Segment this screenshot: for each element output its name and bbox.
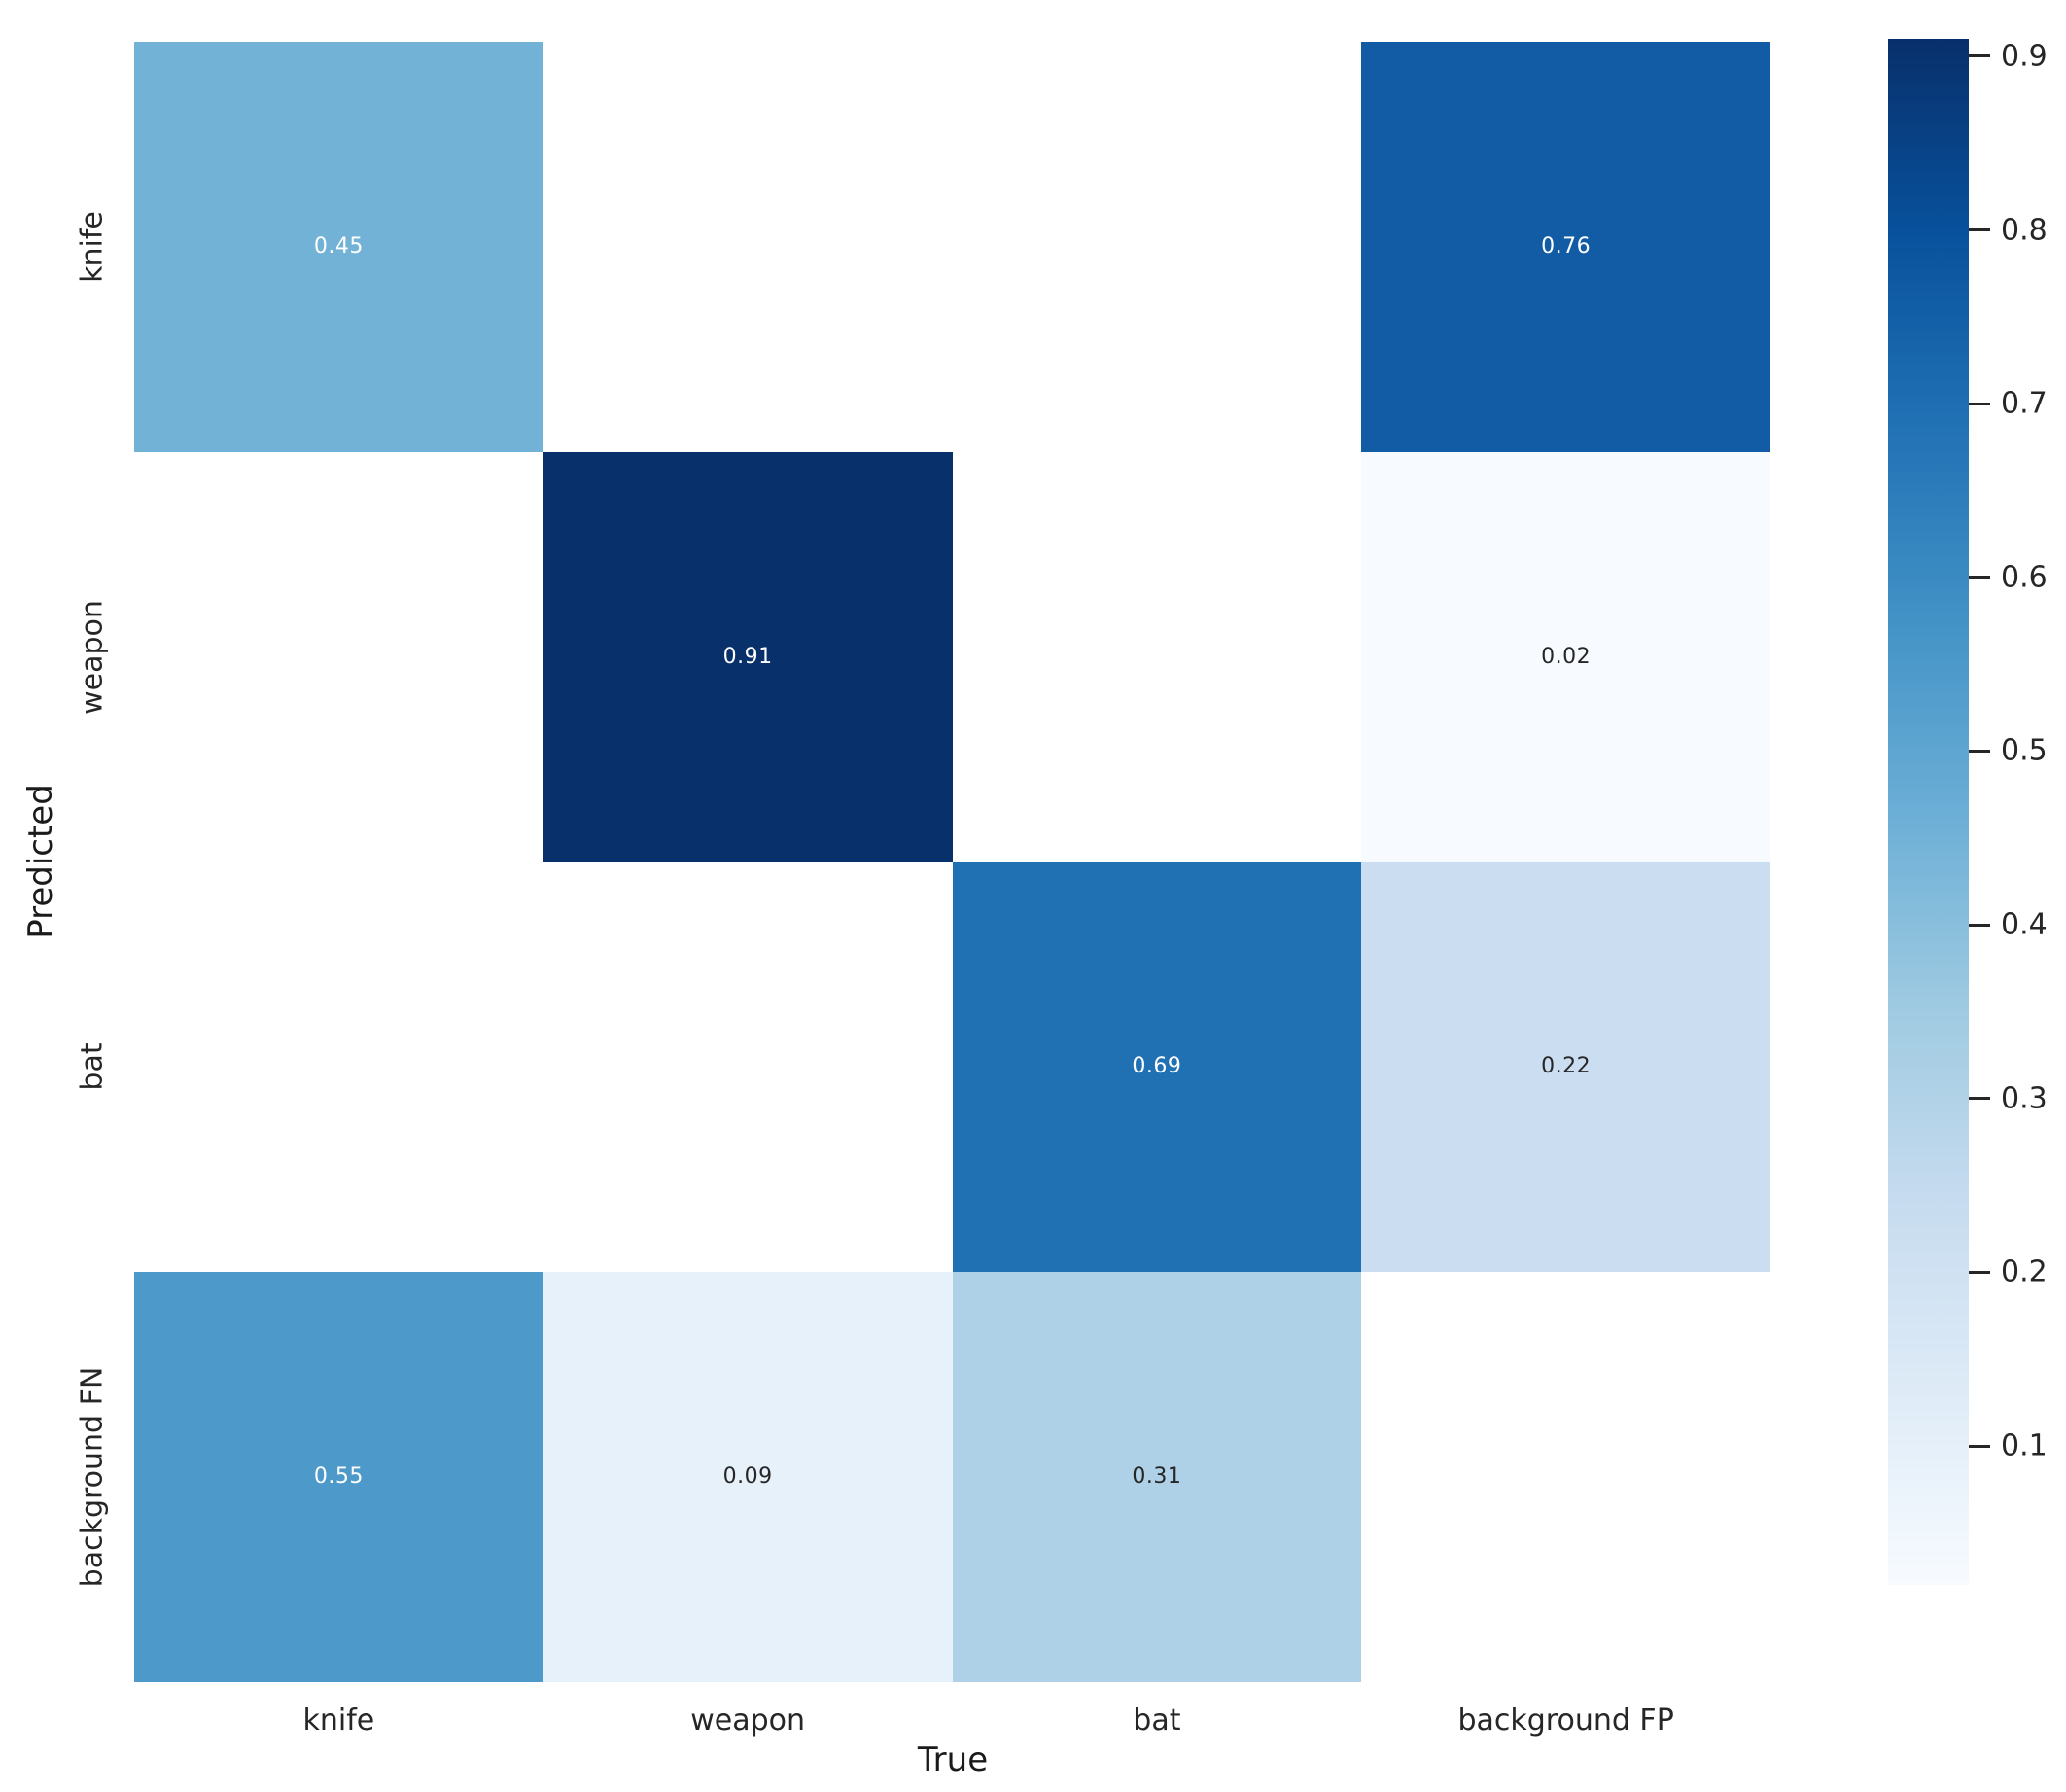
x-tick-label: knife — [302, 1704, 375, 1738]
cell-annotation: 0.91 — [722, 644, 773, 669]
colorbar-tick-mark — [1969, 576, 1990, 580]
heatmap-cell — [543, 42, 953, 452]
heatmap-cell: 0.09 — [543, 1272, 953, 1682]
x-tick-label: background FP — [1457, 1704, 1674, 1738]
heatmap-cell — [134, 451, 543, 862]
x-tick-label: bat — [1133, 1704, 1181, 1738]
colorbar-tick-mark — [1969, 228, 1990, 232]
colorbar-tick-label: 0.4 — [2001, 907, 2048, 942]
colorbar-tick-label: 0.7 — [2001, 386, 2048, 421]
colorbar-tick-label: 0.6 — [2001, 560, 2048, 595]
cell-annotation: 0.76 — [1541, 233, 1592, 259]
heatmap-cell: 0.22 — [1361, 861, 1770, 1273]
colorbar-tick-mark — [1969, 1444, 1990, 1448]
cell-annotation: 0.22 — [1541, 1054, 1592, 1079]
colorbar-tick-label: 0.9 — [2001, 39, 2048, 74]
heatmap-cell: 0.91 — [543, 451, 953, 862]
cell-annotation: 0.55 — [313, 1464, 364, 1490]
cell-annotation: 0.09 — [722, 1464, 773, 1490]
heatmap-cell: 0.76 — [1361, 42, 1770, 452]
heatmap-cell: 0.02 — [1361, 451, 1770, 862]
colorbar-tick-label: 0.2 — [2001, 1254, 2048, 1289]
x-tick-label: weapon — [690, 1704, 806, 1738]
colorbar-tick-mark — [1969, 1097, 1990, 1101]
cell-annotation: 0.31 — [1132, 1464, 1182, 1490]
y-axis-title: Predicted — [21, 784, 60, 939]
y-tick-label: bat — [75, 1042, 110, 1091]
colorbar-tick-label: 0.3 — [2001, 1081, 2048, 1116]
colorbar-tick-label: 0.8 — [2001, 213, 2048, 248]
cell-annotation: 0.45 — [313, 233, 364, 259]
cell-annotation: 0.69 — [1132, 1054, 1182, 1079]
heatmap-cell: 0.31 — [952, 1272, 1362, 1682]
colorbar-tick-mark — [1969, 923, 1990, 927]
heatmap-cell: 0.45 — [134, 42, 543, 452]
y-tick-label: weapon — [75, 599, 110, 715]
colorbar-tick-mark — [1969, 749, 1990, 753]
colorbar-tick-mark — [1969, 402, 1990, 405]
heatmap-cell — [543, 861, 953, 1273]
heatmap-cell — [134, 861, 543, 1273]
y-tick-label: knife — [75, 211, 110, 283]
colorbar-tick-label: 0.5 — [2001, 733, 2048, 768]
colorbar-gradient — [1888, 39, 1969, 1585]
x-axis-title: True — [917, 1740, 989, 1779]
heatmap-cell — [952, 42, 1362, 452]
heatmap-cell: 0.55 — [134, 1272, 543, 1682]
heatmap-cell — [952, 451, 1362, 862]
heatmap-cell: 0.69 — [952, 861, 1362, 1273]
colorbar-tick-label: 0.1 — [2001, 1428, 2048, 1463]
y-tick-label: background FN — [75, 1366, 110, 1588]
cell-annotation: 0.02 — [1541, 644, 1592, 669]
colorbar-tick-mark — [1969, 1270, 1990, 1274]
colorbar-tick-mark — [1969, 54, 1990, 58]
heatmap-cell — [1361, 1272, 1770, 1682]
